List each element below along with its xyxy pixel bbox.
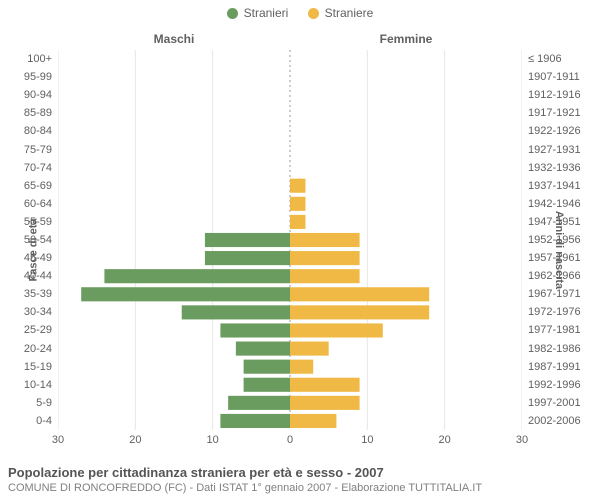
y-label-age: 5-9 [36,397,52,409]
bar-female [290,396,360,410]
y-label-age: 35-39 [24,288,52,300]
y-label-age: 80-84 [24,125,52,137]
x-axis-labels: 3020100102030 [58,434,522,450]
x-tick-label: 10 [361,434,373,446]
y-labels-age: 0-4 5-9 10-14 15-19 20-24 25-29 30-34 35-39 40-4… [8,50,58,430]
y-label-year: 1992-1996 [528,379,581,391]
y-label-age: 30-34 [24,306,52,318]
legend-label-male: Stranieri [244,6,289,20]
caption: Popolazione per cittadinanza straniera p… [8,465,592,494]
bar-female [290,360,313,374]
y-label-age: 65-69 [24,180,52,192]
pyramid-plot [58,50,522,430]
legend-label-female: Straniere [325,6,374,20]
y-label-year: 1942-1946 [528,198,581,210]
bar-male [81,287,290,301]
bar-male [205,233,290,247]
bar-female [290,179,305,193]
y-label-year: 1907-1911 [528,71,580,83]
chart-frame: Stranieri Straniere Maschi Femmine Fasce… [0,0,600,500]
y-label-year: 1977-1981 [528,324,581,336]
y-label-age: 60-64 [24,198,52,210]
y-label-year: 1967-1971 [528,288,581,300]
legend-swatch-female [308,8,319,19]
y-label-age: 70-74 [24,162,52,174]
y-label-age: 100+ [27,53,52,65]
x-tick-label: 10 [207,434,219,446]
x-tick-label: 0 [287,434,293,446]
y-label-year: 1952-1956 [528,234,581,246]
y-label-year: 1947-1951 [528,216,581,228]
x-tick-label: 20 [129,434,141,446]
y-label-age: 55-59 [24,216,52,228]
y-label-year: 2002-2006 [528,415,581,427]
y-label-year: 1987-1991 [528,361,581,373]
y-label-year: 1997-2001 [528,397,581,409]
y-label-age: 25-29 [24,324,52,336]
legend-swatch-male [227,8,238,19]
bar-male [205,251,290,265]
bar-female [290,269,360,283]
y-label-year: 1972-1976 [528,306,581,318]
y-label-age: 15-19 [24,361,52,373]
y-label-age: 10-14 [24,379,52,391]
bar-female [290,323,383,337]
side-title-male: Maschi [58,32,290,46]
bar-male [244,378,290,392]
bar-male [236,342,290,356]
y-label-age: 40-44 [24,270,52,282]
x-tick-label: 20 [439,434,451,446]
bar-male [244,360,290,374]
bar-female [290,215,305,229]
y-label-age: 45-49 [24,252,52,264]
side-title-female: Femmine [290,32,522,46]
y-label-age: 90-94 [24,89,52,101]
y-label-year: 1962-1966 [528,270,581,282]
y-label-year: 1937-1941 [528,180,581,192]
x-tick-label: 30 [516,434,528,446]
bar-female [290,251,360,265]
y-label-age: 50-54 [24,234,52,246]
y-labels-years: 2002-2006 1997-2001 1992-1996 1987-1991 1982… [522,50,594,430]
bar-female [290,233,360,247]
y-label-year: 1927-1931 [528,144,581,156]
bar-female [290,378,360,392]
y-label-year: 1917-1921 [528,107,581,119]
caption-title: Popolazione per cittadinanza straniera p… [8,465,592,480]
y-label-age: 75-79 [24,144,52,156]
x-tick-label: 30 [52,434,64,446]
y-label-year: 1982-1986 [528,343,581,355]
bar-male [104,269,290,283]
y-label-year: 1932-1936 [528,162,581,174]
bar-female [290,414,336,428]
bar-female [290,342,329,356]
y-label-age: 0-4 [36,415,52,427]
y-label-year: 1957-1961 [528,252,581,264]
legend-item-male: Stranieri [227,6,289,20]
caption-subtitle: COMUNE DI RONCOFREDDO (FC) - Dati ISTAT … [8,482,592,494]
bar-male [220,414,290,428]
y-label-age: 20-24 [24,343,52,355]
y-label-age: 95-99 [24,71,52,83]
bar-female [290,287,429,301]
y-label-year: 1912-1916 [528,89,581,101]
y-label-age: 85-89 [24,107,52,119]
bar-male [220,323,290,337]
y-label-year: ≤ 1906 [528,53,562,65]
bar-female [290,305,429,319]
legend: Stranieri Straniere [0,6,600,28]
bar-male [182,305,290,319]
bar-female [290,197,305,211]
bar-male [228,396,290,410]
y-label-year: 1922-1926 [528,125,581,137]
legend-item-female: Straniere [308,6,374,20]
